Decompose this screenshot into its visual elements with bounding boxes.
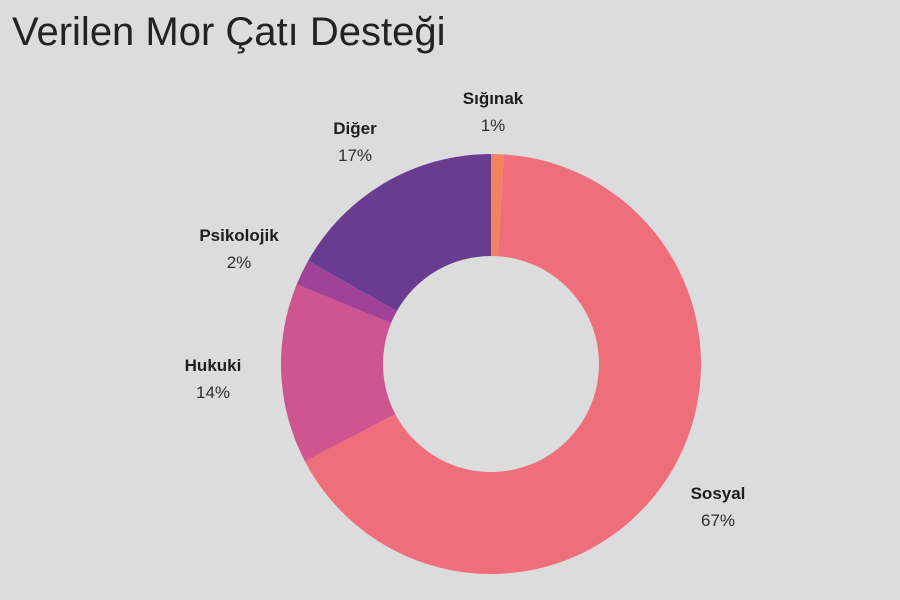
donut-slices [281, 154, 701, 575]
label-psikolojik-name: Psikolojik [199, 226, 279, 245]
chart-title: Verilen Mor Çatı Desteği [12, 10, 446, 54]
label-siginak-name: Sığınak [463, 89, 524, 108]
label-hukuki-percent: 14% [196, 383, 230, 402]
label-hukuki-name: Hukuki [185, 356, 242, 375]
slice-psikolojik [296, 260, 397, 324]
slice-hukuki [281, 284, 396, 462]
label-psikolojik-percent: 2% [227, 253, 252, 272]
label-sosyal-name: Sosyal [691, 484, 746, 503]
label-diger-name: Diğer [333, 119, 377, 138]
slice-sosyal [304, 154, 701, 575]
slice-siginak [491, 154, 505, 257]
label-sosyal-percent: 67% [701, 511, 735, 530]
slice-diger [308, 154, 491, 311]
label-siginak-percent: 1% [481, 116, 506, 135]
slice-labels: Sığınak 1% Sosyal 67% Hukuki 14% Psikolojik 2% D… [185, 89, 746, 530]
label-diger-percent: 17% [338, 146, 372, 165]
